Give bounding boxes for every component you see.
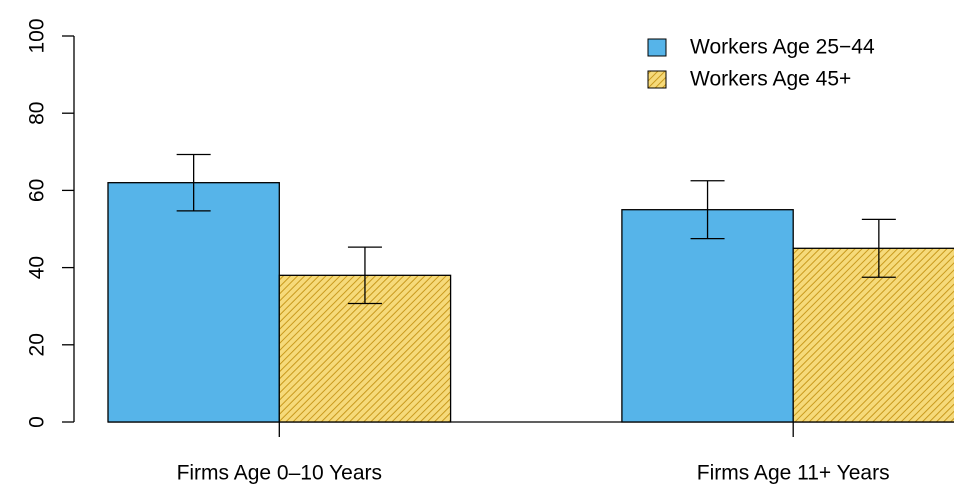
legend-swatch xyxy=(647,70,667,89)
x-tick-label: Firms Age 0–10 Years xyxy=(177,462,382,485)
legend-swatch xyxy=(647,38,667,57)
y-tick-label: 100 xyxy=(26,18,49,53)
y-tick-label: 40 xyxy=(26,256,49,279)
legend-label: Workers Age 25−44 xyxy=(690,36,875,59)
error-bar xyxy=(347,246,382,305)
legend-label: Workers Age 45+ xyxy=(690,68,851,91)
y-tick-label: 0 xyxy=(26,416,49,428)
x-tick-label: Firms Age 11+ Years xyxy=(697,462,890,485)
error-bar xyxy=(176,153,211,212)
error-bar xyxy=(690,180,725,240)
error-bar xyxy=(861,218,896,278)
y-tick-label: 20 xyxy=(26,333,49,356)
y-tick-label: 80 xyxy=(26,102,49,125)
y-tick-label: 60 xyxy=(26,179,49,202)
bar xyxy=(621,209,794,423)
bar xyxy=(107,182,280,423)
bar xyxy=(792,247,954,423)
